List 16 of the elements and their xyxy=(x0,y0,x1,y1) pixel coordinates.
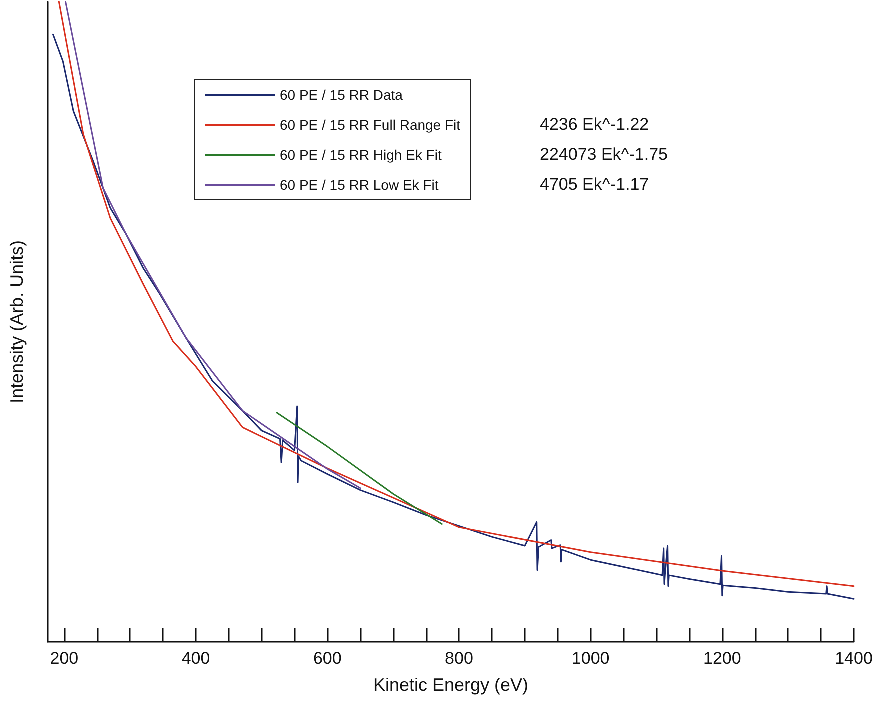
annotation: 4705 Ek^-1.17 xyxy=(540,175,650,194)
annotation: 224073 Ek^-1.75 xyxy=(540,145,668,164)
x-axis-title: Kinetic Energy (eV) xyxy=(373,675,529,695)
y-axis-title: Intensity (Arb. Units) xyxy=(7,240,27,404)
legend-label: 60 PE / 15 RR Data xyxy=(280,87,404,103)
legend-label: 60 PE / 15 RR High Ek Fit xyxy=(280,147,442,163)
x-tick-label: 1400 xyxy=(835,649,873,668)
x-tick-label: 200 xyxy=(50,649,79,668)
legend-label: 60 PE / 15 RR Full Range Fit xyxy=(280,117,461,133)
x-tick-label: 1000 xyxy=(572,649,610,668)
x-tick-label: 1200 xyxy=(703,649,742,668)
x-tick-label: 400 xyxy=(182,649,210,668)
x-tick-label: 600 xyxy=(313,649,342,668)
legend-label: 60 PE / 15 RR Low Ek Fit xyxy=(280,177,439,193)
x-tick-label: 800 xyxy=(445,649,474,668)
annotation: 4236 Ek^-1.22 xyxy=(540,115,650,134)
